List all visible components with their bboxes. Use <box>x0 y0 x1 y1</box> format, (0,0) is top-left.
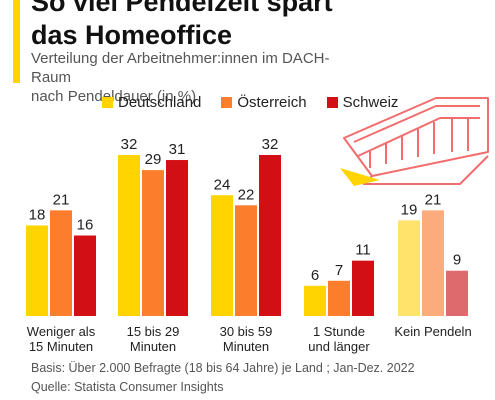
category-label-line-1-1: Minuten <box>130 339 176 354</box>
data-label-deutschland-0: 18 <box>29 206 46 223</box>
bar-schweiz-3 <box>352 260 374 316</box>
accent-bar <box>13 0 20 83</box>
data-label-oesterreich-4: 21 <box>425 191 442 208</box>
bar-oesterreich-2 <box>235 205 257 316</box>
bar-oesterreich-0 <box>50 210 72 316</box>
data-label-oesterreich-0: 21 <box>53 191 70 208</box>
bar-deutschland-0 <box>26 225 48 316</box>
legend-label-schweiz: Schweiz <box>342 93 399 111</box>
bar-oesterreich-3 <box>328 280 350 316</box>
subtitle-line-1: Verteilung der Arbeitnehmer:innen im DAC… <box>31 50 330 86</box>
category-label-line-3-1: und länger <box>308 339 370 354</box>
data-label-deutschland-4: 19 <box>401 201 418 218</box>
tram-icon <box>340 97 489 186</box>
legend-swatch-deutschland <box>102 96 113 108</box>
category-label-line-3-0: 1 Stunde <box>313 324 365 339</box>
bar-deutschland-4 <box>398 220 420 316</box>
subtitle-line-2: nach Pendeldauer (in %) <box>31 88 197 105</box>
data-label-oesterreich-3: 7 <box>335 262 343 279</box>
chart-title: So viel Pendelzeit spart das Homeoffice <box>31 0 333 52</box>
footer-source: Quelle: Statista Consumer Insights <box>31 380 224 394</box>
category-label-line-0-1: 15 Minuten <box>29 339 93 354</box>
bar-schweiz-4 <box>446 270 468 316</box>
legend-label-oesterreich: Österreich <box>237 93 307 111</box>
title-line-1: So viel Pendelzeit spart <box>31 0 333 17</box>
legend-swatch-oesterreich <box>221 96 233 108</box>
footer: Basis: Über 2.000 Befragte (18 bis 64 Ja… <box>31 359 415 397</box>
bar-oesterreich-1 <box>142 170 164 316</box>
category-label-2: 30 bis 59 Minuten <box>220 324 273 354</box>
data-label-schweiz-1: 31 <box>169 141 186 158</box>
bar-schweiz-2 <box>259 155 281 316</box>
bar-deutschland-3 <box>304 285 326 316</box>
bar-schweiz-0 <box>74 235 96 316</box>
category-label-line-2-1: Minuten <box>223 339 269 354</box>
legend-item-schweiz: Schweiz <box>326 93 399 111</box>
bar-deutschland-1 <box>118 155 140 316</box>
category-label-4: Kein Pendeln <box>394 324 471 339</box>
data-label-deutschland-2: 24 <box>214 176 231 193</box>
footer-basis: Basis: Über 2.000 Befragte (18 bis 64 Ja… <box>31 361 415 375</box>
title-line-2: das Homeoffice <box>31 20 233 50</box>
bar-oesterreich-4 <box>422 210 444 316</box>
bar-schweiz-1 <box>166 160 188 316</box>
legend-label-deutschland: Deutschland <box>118 93 202 111</box>
legend-item-oesterreich: Österreich <box>221 93 307 111</box>
data-label-schweiz-2: 32 <box>262 136 279 153</box>
data-label-oesterreich-1: 29 <box>145 151 162 168</box>
data-label-schweiz-0: 16 <box>77 217 94 234</box>
bar-deutschland-2 <box>211 195 233 316</box>
category-label-line-4-0: Kein Pendeln <box>394 324 471 339</box>
legend-swatch-schweiz <box>326 96 338 108</box>
legend-item-deutschland: Deutschland <box>102 94 201 111</box>
data-label-deutschland-3: 6 <box>311 267 319 284</box>
category-label-3: 1 Stunde und länger <box>308 324 370 354</box>
category-label-0: Weniger als 15 Minuten <box>27 324 96 354</box>
category-label-line-0-0: Weniger als <box>27 324 96 339</box>
chart-subtitle: Verteilung der Arbeitnehmer:innen im DAC… <box>31 49 361 106</box>
data-label-schweiz-4: 9 <box>453 252 461 269</box>
data-label-schweiz-3: 11 <box>355 242 371 259</box>
legend: Deutschland Österreich Schweiz <box>102 93 418 111</box>
category-label-1: 15 bis 29 Minuten <box>127 324 180 354</box>
data-label-oesterreich-2: 22 <box>238 186 255 203</box>
data-label-deutschland-1: 32 <box>121 136 138 153</box>
category-label-line-2-0: 30 bis 59 <box>220 324 273 339</box>
category-label-line-1-0: 15 bis 29 <box>127 324 180 339</box>
